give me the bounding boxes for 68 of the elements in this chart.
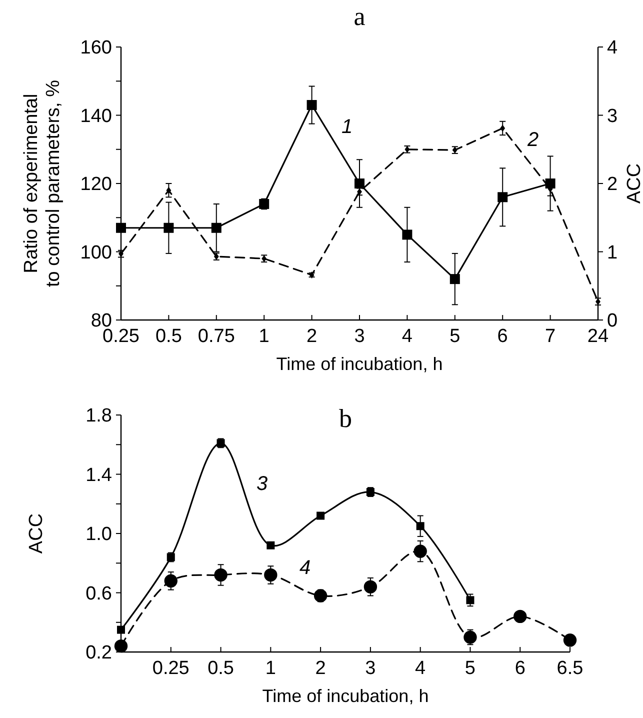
x-axis-title: Time of incubation, h bbox=[276, 354, 443, 374]
point bbox=[416, 522, 424, 530]
x-tick-label: 3 bbox=[354, 326, 365, 347]
y-tick-label: 0.6 bbox=[86, 583, 112, 604]
point bbox=[450, 274, 460, 284]
point bbox=[306, 100, 317, 110]
point bbox=[354, 178, 364, 188]
point bbox=[364, 580, 378, 594]
x-tick-label: 6 bbox=[514, 658, 526, 679]
y-tick-label: 1.4 bbox=[86, 464, 112, 486]
annotation: 4 bbox=[299, 557, 311, 579]
point bbox=[514, 610, 527, 624]
point bbox=[563, 634, 577, 647]
x-tick-label: 1 bbox=[265, 658, 276, 679]
x-tick-label: 0.5 bbox=[155, 326, 182, 347]
point bbox=[211, 222, 222, 233]
point bbox=[500, 124, 506, 132]
y2-tick-label: 0 bbox=[607, 310, 618, 332]
x-tick-label: 3 bbox=[365, 658, 376, 679]
y-tick-label: 100 bbox=[80, 242, 112, 264]
point bbox=[414, 544, 427, 558]
point bbox=[166, 186, 172, 194]
chart-title: b bbox=[339, 404, 352, 433]
point bbox=[114, 639, 128, 653]
point bbox=[117, 626, 125, 634]
y-axis-title: Ratio of experimental to control parameters, % bbox=[21, 80, 64, 287]
x-tick-label: 6.5 bbox=[556, 658, 584, 679]
y-tick-label: 160 bbox=[80, 38, 112, 59]
chart-title: a bbox=[354, 2, 366, 31]
point bbox=[314, 589, 328, 602]
x-tick-label: 0.5 bbox=[208, 658, 234, 679]
point bbox=[266, 541, 275, 550]
annotation: 3 bbox=[256, 473, 268, 495]
y-tick-label: 120 bbox=[80, 174, 112, 196]
point bbox=[498, 192, 508, 202]
point bbox=[316, 512, 325, 520]
x-tick-label: 2 bbox=[315, 658, 326, 679]
point bbox=[116, 222, 126, 233]
x-tick-label: 4 bbox=[415, 658, 426, 679]
annotation: 1 bbox=[341, 116, 353, 138]
point bbox=[214, 568, 228, 582]
x-tick-label: 0.75 bbox=[198, 326, 235, 347]
x-tick-label: 0.25 bbox=[152, 658, 190, 679]
point bbox=[466, 596, 474, 604]
y2-axis-title: ACC bbox=[624, 163, 643, 204]
y-tick-label: 0.2 bbox=[86, 642, 112, 664]
x-tick-label: 5 bbox=[464, 658, 476, 679]
x-tick-label: 6 bbox=[497, 326, 508, 347]
y-tick-label: 140 bbox=[80, 106, 112, 127]
x-tick-label: 24 bbox=[587, 326, 609, 347]
x-tick-label: 4 bbox=[402, 326, 413, 347]
annotation: 2 bbox=[526, 129, 539, 151]
y-tick-label: 1.0 bbox=[86, 524, 112, 546]
x-tick-label: 5 bbox=[450, 326, 460, 347]
y-axis-title: ACC bbox=[26, 513, 47, 554]
point bbox=[164, 222, 174, 233]
y2-tick-label: 2 bbox=[607, 174, 618, 196]
x-tick-label: 7 bbox=[545, 326, 556, 347]
point bbox=[164, 574, 178, 588]
point bbox=[402, 230, 412, 240]
y2-tick-label: 1 bbox=[607, 242, 618, 264]
x-tick-label: 1 bbox=[258, 326, 270, 347]
x-axis-title: Time of incubation, h bbox=[262, 686, 429, 706]
y2-tick-label: 4 bbox=[607, 38, 618, 59]
y-tick-label: 1.8 bbox=[86, 406, 112, 427]
x-tick-label: 2 bbox=[306, 326, 318, 347]
point bbox=[264, 568, 278, 582]
y2-tick-label: 3 bbox=[607, 106, 618, 127]
